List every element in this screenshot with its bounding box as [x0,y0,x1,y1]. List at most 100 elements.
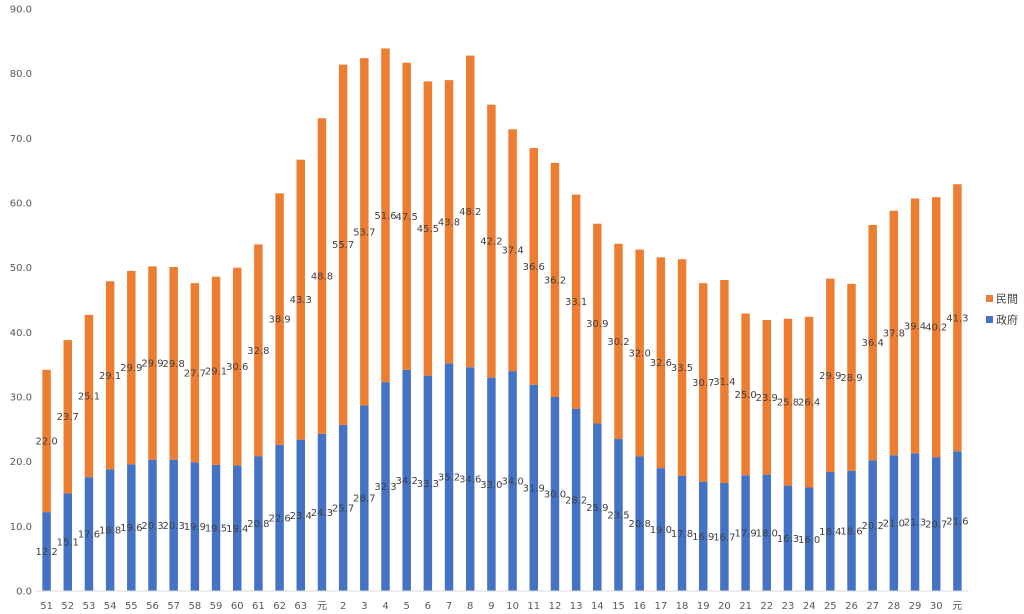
data-label: 43.3 [290,295,312,306]
data-label: 32.8 [247,346,269,357]
bar-government [826,472,835,591]
x-tick-label: 63 [294,601,307,612]
data-label: 17.6 [78,530,100,541]
x-tick-label: 60 [231,601,244,612]
bar-private [487,104,496,378]
data-label: 27.7 [184,368,206,379]
bar-government [211,464,221,591]
data-label: 48.8 [311,272,333,283]
data-label: 33.0 [480,480,502,491]
bar-private [804,316,814,488]
x-tick-label: 11 [527,601,540,612]
bar-government [190,462,200,591]
bar-government [762,474,772,591]
bar-government [402,369,411,591]
data-label: 25.1 [78,392,100,403]
x-tick-label: 19 [697,601,710,612]
data-label: 32.0 [629,349,651,360]
bar-private [529,148,539,385]
x-tick-label: 55 [125,601,138,612]
data-label: 17.9 [734,529,756,540]
bar-government [127,464,136,591]
bar-private [910,198,920,454]
x-tick-label: 10 [506,601,519,612]
bar-government [635,456,644,591]
data-label: 34.2 [396,476,418,487]
data-label: 25.7 [332,503,354,514]
bar-government [571,408,581,591]
y-tick-label: 10.0 [10,522,32,533]
data-label: 30.6 [226,362,248,373]
bar-government [423,375,433,591]
bar-government [593,423,602,591]
bar-government [317,433,327,591]
data-label: 30.2 [607,337,629,348]
data-label: 21.3 [904,518,926,529]
bar-government [296,439,306,591]
bar-private [931,197,941,458]
bar-private [571,194,581,409]
data-label: 51.6 [374,211,396,222]
y-tick-label: 50.0 [10,263,32,274]
data-label: 20.3 [163,521,185,532]
bar-private [275,193,284,445]
data-label: 36.4 [862,338,884,349]
data-label: 33.1 [565,297,587,308]
data-label: 45.5 [417,224,439,235]
x-tick-label: 29 [909,601,922,612]
y-tick-label: 30.0 [10,393,32,404]
bar-private [381,48,390,383]
bar-government [720,483,729,591]
data-label: 23.7 [57,412,79,423]
data-label: 31.9 [523,483,545,494]
bar-government [931,457,941,591]
bar-government [910,453,920,591]
x-tick-label: 5 [403,601,409,612]
bar-private [677,259,687,476]
bar-private [360,58,369,406]
y-tick-label: 70.0 [10,134,32,145]
bar-government [232,465,242,591]
bar-government [275,444,284,591]
bar-private [317,118,327,434]
bar-government [847,470,856,591]
x-tick-label: 58 [188,601,201,612]
bar-government [656,468,666,591]
x-tick-label: 8 [467,601,473,612]
data-label: 19.9 [184,522,206,533]
bar-private [127,270,136,465]
data-label: 25.9 [586,503,608,514]
data-label: 28.7 [353,494,375,505]
bar-government [741,475,750,591]
x-tick-label: 16 [633,601,646,612]
bar-private [720,279,729,484]
data-label: 22.0 [35,436,57,447]
bar-private [42,369,51,513]
data-label: 18.6 [840,526,862,537]
bar-government [338,424,348,591]
data-label: 26.4 [798,398,820,409]
x-tick-label: 26 [845,601,858,612]
x-tick-label: 4 [382,601,388,612]
bar-government [677,475,687,591]
x-tick-label: 57 [167,601,180,612]
data-label: 19.5 [205,523,227,534]
y-tick-label: 20.0 [10,457,32,468]
y-tick-label: 0.0 [16,587,32,598]
bar-government [42,512,51,591]
x-tick-label: 22 [760,601,773,612]
bar-private [593,223,602,424]
bar-government [550,397,560,591]
y-axis: 0.0 10.0 20.0 30.0 40.0 50.0 60.0 70.0 80.0 90.0 [10,5,32,598]
bar-private [614,243,623,440]
data-label: 29.9 [819,371,841,382]
x-tick-label: 18 [676,601,689,612]
x-tick-label: 6 [425,601,431,612]
data-label: 23.5 [607,511,629,522]
data-label: 12.2 [35,547,57,558]
data-label: 23.9 [756,393,778,404]
data-label: 29.9 [141,359,163,370]
data-label: 22.6 [268,513,290,524]
